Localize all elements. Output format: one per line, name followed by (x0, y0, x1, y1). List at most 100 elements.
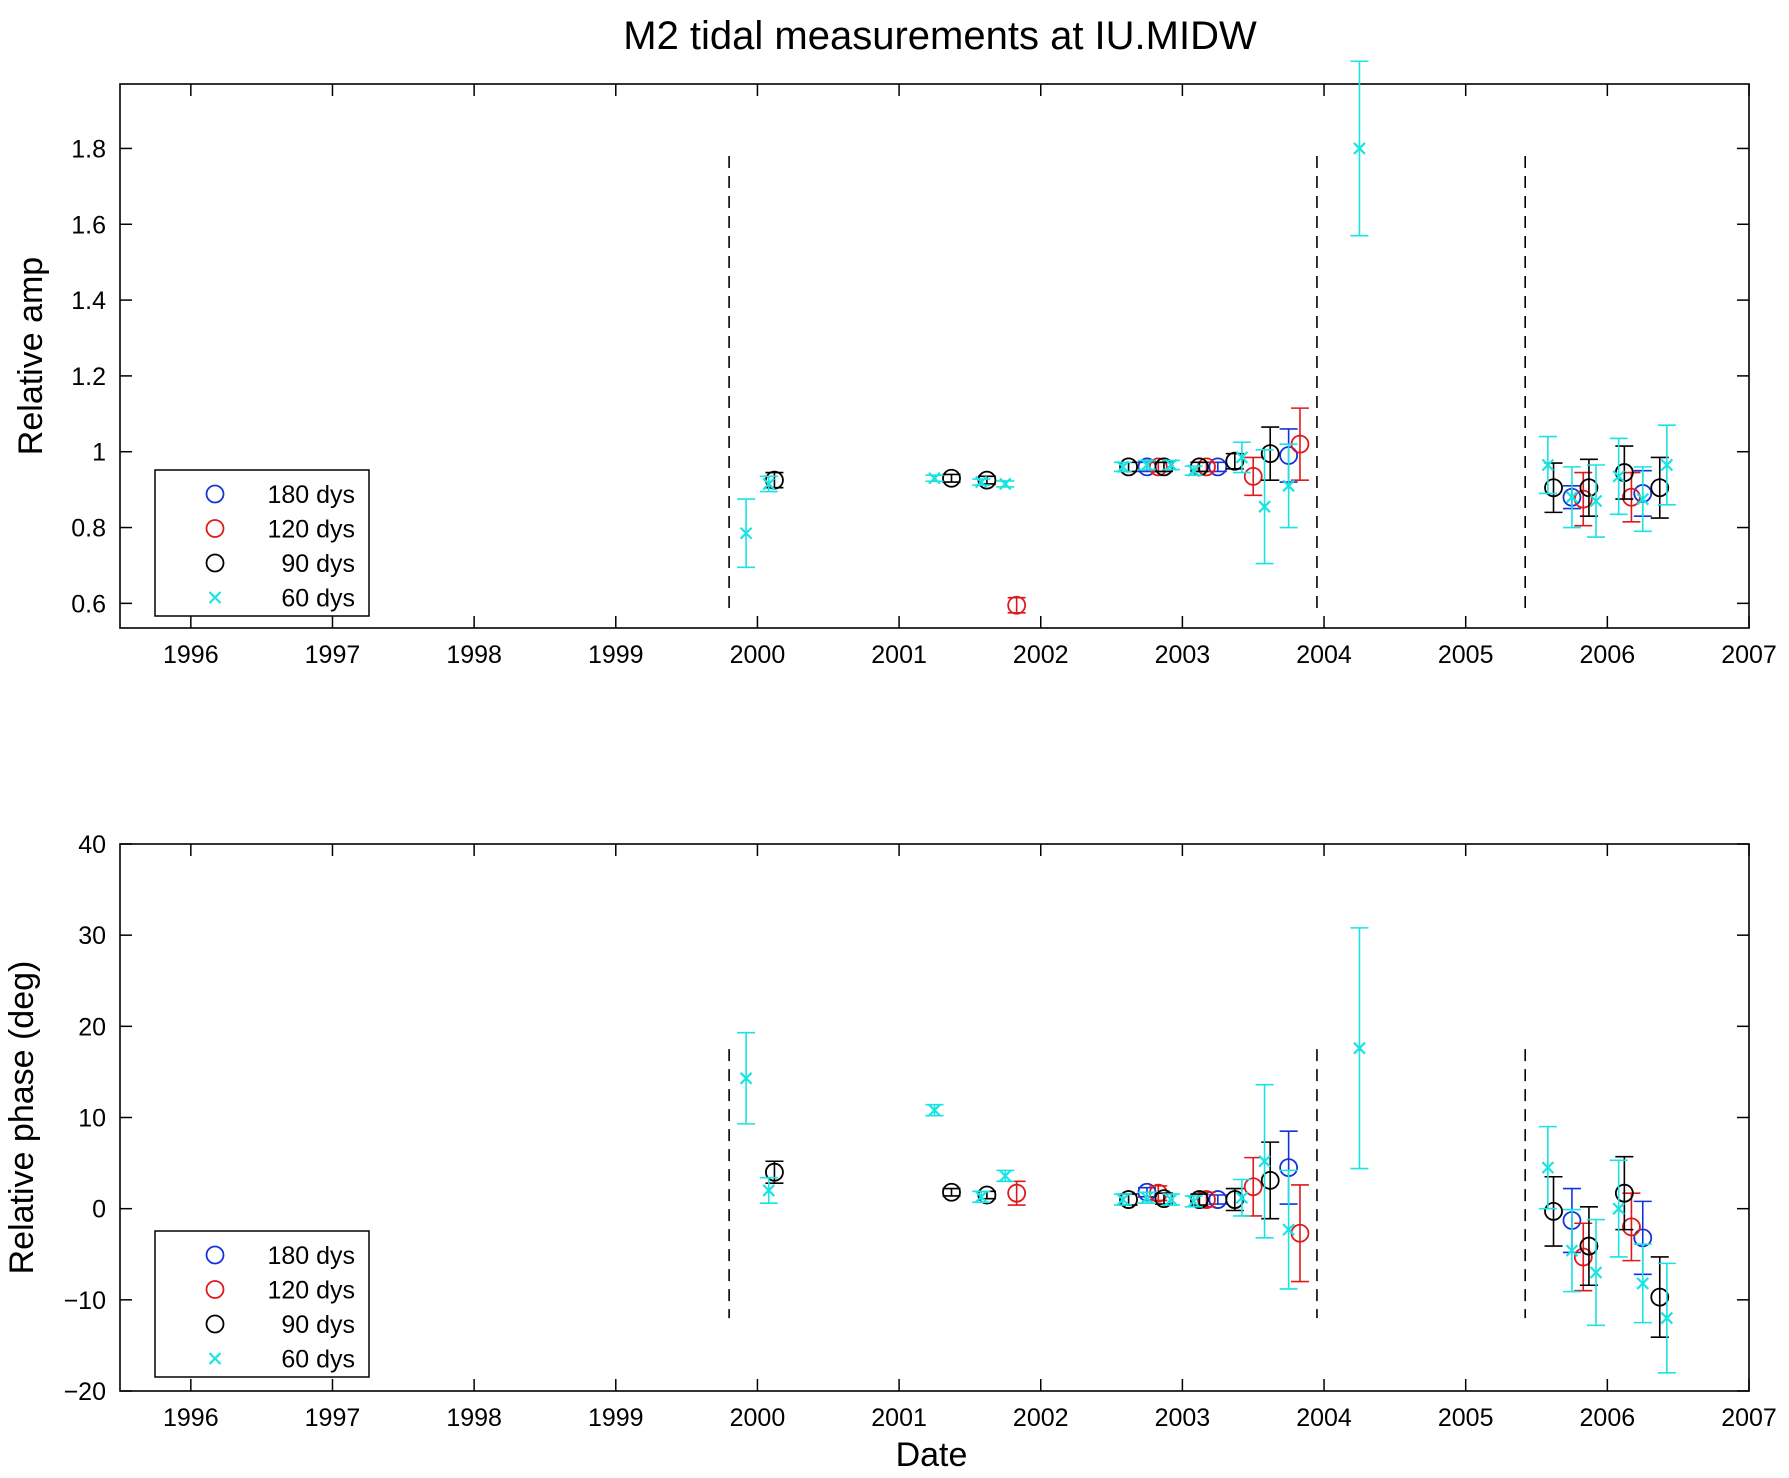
data-point (1612, 470, 1625, 483)
legend-marker (205, 1280, 225, 1299)
data-point (1579, 1236, 1599, 1256)
y-tick-label: 30 (78, 922, 106, 950)
data-point (1235, 451, 1249, 464)
data-point (1119, 1190, 1138, 1209)
y-tick-label: 1.8 (71, 135, 106, 163)
y-axis-label: Relative phase (deg) (3, 961, 41, 1275)
legend-marker (208, 591, 222, 604)
legend-label: 120 dys (267, 1277, 355, 1305)
data-point (1282, 1223, 1295, 1236)
y-tick-label: 1 (92, 439, 106, 467)
legend-label: 120 dys (267, 516, 355, 544)
data-point (1573, 1247, 1593, 1267)
legend-marker (208, 1352, 222, 1365)
data-point (1164, 1193, 1178, 1206)
data-point (1614, 1183, 1634, 1203)
data-point (1353, 1041, 1366, 1055)
data-point (1260, 1171, 1280, 1190)
x-tick-label: 2007 (1721, 1404, 1777, 1432)
data-point (974, 475, 988, 489)
data-point (1164, 458, 1178, 472)
legend-marker (205, 1314, 225, 1334)
data-point (739, 1072, 753, 1085)
data-point (1243, 466, 1263, 486)
y-tick-label: 0.6 (71, 590, 106, 618)
x-axis-label: Date (896, 1436, 968, 1474)
x-tick-label: 2001 (871, 641, 927, 669)
data-point (942, 1182, 961, 1202)
legend-label: 60 dys (281, 1346, 355, 1374)
data-point (1612, 1202, 1625, 1215)
data-point (974, 1190, 988, 1204)
data-point (1541, 458, 1555, 472)
series-120-dys (1007, 1156, 1641, 1292)
data-point (762, 1184, 776, 1197)
data-point (1208, 457, 1228, 477)
data-point (1650, 1287, 1670, 1307)
data-point (1589, 494, 1603, 508)
x-tick-label: 2004 (1296, 1404, 1352, 1432)
x-tick-label: 1997 (305, 1404, 361, 1432)
series-120-dys (1007, 407, 1641, 615)
data-point (1140, 1191, 1154, 1205)
data-point (1235, 1191, 1249, 1205)
data-point (1225, 451, 1245, 471)
x-tick-label: 1998 (446, 641, 502, 669)
data-point (1579, 478, 1599, 498)
data-point (999, 477, 1012, 491)
data-point (928, 471, 941, 485)
data-point (1565, 490, 1579, 504)
legend-box (154, 1230, 370, 1378)
series-60-dys (737, 927, 1676, 1374)
data-point (762, 477, 776, 491)
legend-label: 180 dys (267, 481, 355, 509)
x-tick-label: 2004 (1296, 641, 1352, 669)
data-point (1007, 595, 1027, 615)
data-point (1650, 478, 1670, 498)
data-point (739, 526, 753, 540)
data-point (1243, 1177, 1263, 1197)
x-tick-label: 2000 (730, 641, 786, 669)
y-tick-label: −20 (64, 1378, 106, 1406)
y-tick-label: 1.2 (71, 363, 106, 391)
y-tick-label: 1.6 (71, 211, 106, 239)
legend-marker (205, 484, 225, 504)
data-point (765, 1162, 784, 1182)
series-90-dys (765, 1141, 1670, 1339)
x-tick-label: 1999 (588, 1404, 644, 1432)
data-point (999, 1169, 1012, 1183)
data-point (1187, 1195, 1200, 1208)
data-point (928, 1103, 941, 1117)
data-point (1140, 458, 1154, 472)
y-tick-label: 10 (78, 1105, 106, 1133)
data-point (942, 468, 961, 488)
data-point (1544, 478, 1563, 498)
legend-marker (205, 553, 225, 573)
data-point (1541, 1161, 1555, 1174)
series-90-dys (765, 426, 1670, 519)
data-point (1258, 1154, 1271, 1168)
x-tick-label: 2006 (1580, 641, 1636, 669)
x-tick-label: 1996 (163, 1404, 219, 1432)
legend-label: 90 dys (281, 550, 355, 578)
series-60-dys (737, 60, 1676, 569)
x-tick-label: 2003 (1155, 1404, 1211, 1432)
y-tick-label: 20 (78, 1013, 106, 1041)
legend-marker (205, 1245, 225, 1265)
legend-marker (205, 519, 225, 538)
y-tick-label: −10 (64, 1287, 106, 1315)
x-tick-label: 2003 (1155, 641, 1211, 669)
data-point (1622, 1217, 1641, 1237)
y-tick-label: 0 (92, 1196, 106, 1224)
x-tick-label: 2005 (1438, 1404, 1494, 1432)
data-point (1116, 460, 1130, 474)
data-point (1258, 500, 1271, 513)
y-axis-label: Relative amp (12, 257, 50, 455)
legend-label: 60 dys (281, 585, 355, 613)
legend-box (154, 469, 370, 617)
data-point (1565, 1244, 1579, 1257)
data-point (1636, 1277, 1650, 1290)
y-tick-label: 0.8 (71, 515, 106, 543)
x-tick-label: 2006 (1580, 1404, 1636, 1432)
